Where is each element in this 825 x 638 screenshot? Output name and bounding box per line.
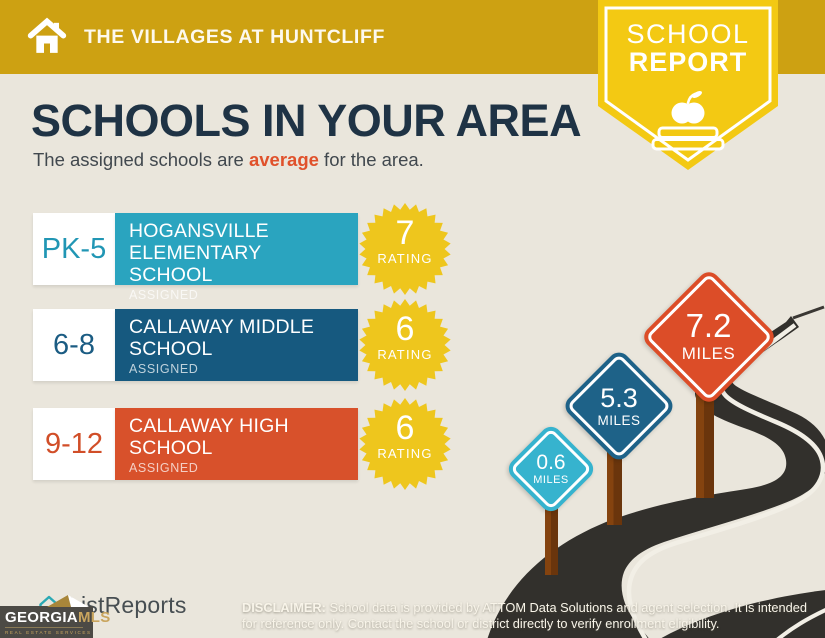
distance-unit: MILES bbox=[597, 412, 641, 428]
ribbon-line1: SCHOOL bbox=[626, 19, 750, 49]
distance-sign-middle: 5.3 MILES bbox=[561, 348, 677, 464]
georgia-mls-logo: GEORGIAMLS REAL ESTATE SERVICES bbox=[0, 595, 110, 638]
rating-badge: 6 RATING bbox=[359, 398, 451, 490]
mls-divider bbox=[5, 627, 83, 628]
disclaimer-label: DISCLAIMER: bbox=[242, 599, 326, 615]
rating-badge: 6 RATING bbox=[359, 299, 451, 391]
school-report-ribbon: SCHOOL REPORT bbox=[598, 0, 778, 172]
subtitle-prefix: The assigned schools are bbox=[33, 149, 249, 170]
starburst bbox=[359, 203, 451, 295]
mls-name-part2: MLS bbox=[77, 609, 111, 626]
grade-range: PK-5 bbox=[33, 213, 115, 285]
road-vanishing-tail bbox=[792, 305, 825, 320]
school-status: ASSIGNED bbox=[129, 362, 199, 377]
house-icon bbox=[27, 17, 67, 53]
disclaimer: DISCLAIMER: School data is provided by A… bbox=[242, 600, 822, 633]
road-corner-piece bbox=[661, 590, 825, 638]
school-name: CALLAWAY HIGH SCHOOL bbox=[129, 415, 289, 460]
school-name-bar: CALLAWAY MIDDLE SCHOOL ASSIGNED bbox=[115, 309, 358, 381]
ribbon-text: SCHOOL REPORT bbox=[598, 20, 778, 77]
distance-sign-high: 7.2 MILES bbox=[639, 267, 778, 406]
school-name: HOGANSVILLE ELEMENTARY SCHOOL bbox=[129, 220, 269, 287]
apple-book-icon bbox=[651, 91, 725, 151]
school-name-bar: CALLAWAY HIGH SCHOOL ASSIGNED bbox=[115, 408, 358, 480]
grade-range: 9-12 bbox=[33, 408, 115, 480]
starburst bbox=[359, 299, 451, 391]
school-row-middle: 6-8 CALLAWAY MIDDLE SCHOOL ASSIGNED 6 RA… bbox=[33, 299, 453, 391]
rating-badge: 7 RATING bbox=[359, 203, 451, 295]
mls-tagline: REAL ESTATE SERVICES bbox=[5, 629, 92, 635]
road-corner-line bbox=[776, 608, 825, 638]
starburst bbox=[359, 398, 451, 490]
distance-sign-elementary: 0.6 MILES bbox=[504, 422, 598, 516]
rating-value: 6 bbox=[395, 310, 415, 348]
mls-name-part1: GEORGIA bbox=[5, 609, 78, 626]
distance-unit: MILES bbox=[681, 343, 736, 363]
rating-label: RATING bbox=[377, 347, 433, 362]
road-surface bbox=[487, 316, 825, 638]
page-title: SCHOOLS IN YOUR AREA bbox=[31, 95, 582, 146]
grade-range: 6-8 bbox=[33, 309, 115, 381]
ribbon-line2: REPORT bbox=[628, 47, 748, 78]
property-name: THE VILLAGES AT HUNTCLIFF bbox=[84, 25, 385, 48]
distance-value: 0.6 bbox=[536, 450, 566, 474]
school-name: CALLAWAY MIDDLE SCHOOL bbox=[129, 316, 315, 361]
mls-name: GEORGIAMLS bbox=[5, 609, 110, 626]
distance-value: 5.3 bbox=[600, 383, 638, 414]
rating-label: RATING bbox=[377, 446, 433, 461]
mls-roof-icon bbox=[47, 595, 89, 607]
rating-value: 7 bbox=[395, 214, 415, 252]
distance-value: 7.2 bbox=[685, 307, 732, 345]
distance-unit: MILES bbox=[533, 474, 569, 487]
rating-label: RATING bbox=[377, 251, 433, 266]
school-status: ASSIGNED bbox=[129, 288, 199, 303]
school-row-high: 9-12 CALLAWAY HIGH SCHOOL ASSIGNED 6 RAT… bbox=[33, 398, 453, 490]
school-name-bar: HOGANSVILLE ELEMENTARY SCHOOL ASSIGNED bbox=[115, 213, 358, 302]
school-row-elementary: PK-5 HOGANSVILLE ELEMENTARY SCHOOL ASSIG… bbox=[33, 203, 453, 302]
school-status: ASSIGNED bbox=[129, 461, 199, 476]
page-subtitle: The assigned schools are average for the… bbox=[33, 149, 424, 171]
disclaimer-text: School data is provided by ATTOM Data So… bbox=[242, 599, 808, 632]
subtitle-suffix: for the area. bbox=[318, 149, 424, 170]
subtitle-highlight: average bbox=[248, 149, 319, 170]
rating-value: 6 bbox=[395, 409, 415, 447]
